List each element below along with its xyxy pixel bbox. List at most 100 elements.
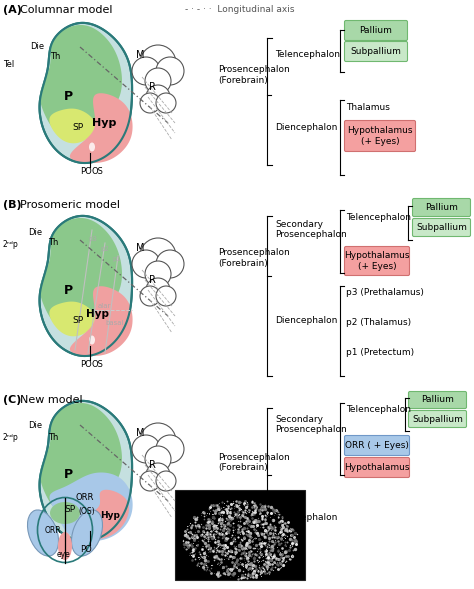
FancyBboxPatch shape xyxy=(345,41,408,61)
Polygon shape xyxy=(40,403,122,518)
Text: Prosencephalon: Prosencephalon xyxy=(218,65,290,74)
Text: basal: basal xyxy=(105,320,124,326)
Ellipse shape xyxy=(72,510,102,556)
Polygon shape xyxy=(40,25,122,140)
Text: Columnar model: Columnar model xyxy=(20,5,112,15)
Text: P: P xyxy=(64,468,73,481)
Text: OS: OS xyxy=(92,360,104,369)
Polygon shape xyxy=(79,490,129,539)
Text: p3 (Prethalamus): p3 (Prethalamus) xyxy=(346,288,424,297)
Circle shape xyxy=(145,68,171,94)
FancyBboxPatch shape xyxy=(409,411,466,428)
Text: M: M xyxy=(136,50,144,60)
Circle shape xyxy=(140,286,160,306)
Text: (Forebrain): (Forebrain) xyxy=(218,259,268,268)
Text: (Forebrain): (Forebrain) xyxy=(218,76,268,85)
Text: Th: Th xyxy=(50,52,60,61)
FancyBboxPatch shape xyxy=(412,219,471,237)
Circle shape xyxy=(132,435,160,463)
Text: PO: PO xyxy=(80,167,92,176)
Text: Diencephalon: Diencephalon xyxy=(275,316,337,325)
Text: R: R xyxy=(148,275,155,285)
Text: Hypothalamus
(+ Eyes): Hypothalamus (+ Eyes) xyxy=(344,252,410,271)
Text: Prosencephalon: Prosencephalon xyxy=(275,230,347,239)
Text: Hyp: Hyp xyxy=(92,118,116,128)
Text: p1 (Pretectum): p1 (Pretectum) xyxy=(346,348,414,357)
Polygon shape xyxy=(49,472,133,541)
Circle shape xyxy=(156,250,184,278)
Ellipse shape xyxy=(89,143,95,151)
FancyBboxPatch shape xyxy=(412,198,471,217)
Text: Prosomeric model: Prosomeric model xyxy=(20,200,120,210)
Circle shape xyxy=(140,471,160,491)
Text: Die: Die xyxy=(30,42,44,51)
Text: Pallium: Pallium xyxy=(421,395,454,405)
Text: Die: Die xyxy=(28,228,42,237)
Text: p1: p1 xyxy=(112,256,121,262)
Text: p2: p2 xyxy=(100,246,109,252)
Text: Telencephalon: Telencephalon xyxy=(275,50,340,59)
Text: ORR: ORR xyxy=(45,526,62,535)
Text: Hyp: Hyp xyxy=(100,511,120,520)
Circle shape xyxy=(146,463,170,487)
Text: 2ⁿᵈp: 2ⁿᵈp xyxy=(3,240,19,249)
Circle shape xyxy=(156,57,184,85)
Text: R: R xyxy=(148,460,155,470)
Polygon shape xyxy=(39,401,132,541)
FancyBboxPatch shape xyxy=(345,247,410,276)
Circle shape xyxy=(145,261,171,287)
Text: Th: Th xyxy=(48,433,58,442)
Text: Telencephalon: Telencephalon xyxy=(346,405,411,414)
Text: (A): (A) xyxy=(3,5,22,15)
Text: (Forebrain): (Forebrain) xyxy=(218,463,268,472)
Circle shape xyxy=(146,85,170,109)
Text: (OS): (OS) xyxy=(78,507,95,516)
Circle shape xyxy=(146,278,170,302)
Text: New model: New model xyxy=(20,395,82,405)
Ellipse shape xyxy=(89,336,95,345)
Text: SP: SP xyxy=(72,316,83,325)
Text: p3: p3 xyxy=(88,236,97,242)
Circle shape xyxy=(140,45,176,81)
Polygon shape xyxy=(70,93,133,163)
Text: (C): (C) xyxy=(3,395,21,405)
Ellipse shape xyxy=(58,532,72,560)
Polygon shape xyxy=(39,216,132,356)
Text: Diencephalon: Diencephalon xyxy=(275,513,337,522)
Text: Secondary: Secondary xyxy=(275,220,323,229)
Circle shape xyxy=(132,57,160,85)
Text: M: M xyxy=(136,243,144,253)
Polygon shape xyxy=(70,286,133,356)
Text: Subpallium: Subpallium xyxy=(416,223,467,232)
Text: alar: alar xyxy=(98,303,111,309)
FancyBboxPatch shape xyxy=(345,21,408,41)
Text: Pallium: Pallium xyxy=(425,203,458,212)
Circle shape xyxy=(140,238,176,274)
Circle shape xyxy=(156,435,184,463)
Text: Hypothalamus
(+ Eyes): Hypothalamus (+ Eyes) xyxy=(347,126,413,145)
FancyBboxPatch shape xyxy=(345,121,416,151)
Circle shape xyxy=(156,93,176,113)
Text: P: P xyxy=(64,283,73,296)
Polygon shape xyxy=(49,108,95,143)
Text: p2 (Thalamus): p2 (Thalamus) xyxy=(346,318,411,327)
Text: Prosencephalon: Prosencephalon xyxy=(275,425,347,434)
Text: OS: OS xyxy=(92,167,104,176)
Text: Prosencephalon: Prosencephalon xyxy=(218,248,290,257)
Text: Tel: Tel xyxy=(3,60,14,69)
Text: Prosencephalon: Prosencephalon xyxy=(218,453,290,462)
Circle shape xyxy=(140,93,160,113)
Text: Pallium: Pallium xyxy=(360,26,392,35)
Text: PO: PO xyxy=(80,545,92,554)
Text: Hyp: Hyp xyxy=(86,309,109,319)
Text: ORR: ORR xyxy=(76,493,94,502)
Text: Subpallium: Subpallium xyxy=(412,415,463,423)
Text: Hypothalamus: Hypothalamus xyxy=(344,463,410,472)
Polygon shape xyxy=(40,218,122,333)
Text: 2ⁿᵈp: 2ⁿᵈp xyxy=(3,433,19,442)
Bar xyxy=(175,490,305,580)
Text: (B): (B) xyxy=(3,200,22,210)
Circle shape xyxy=(156,286,176,306)
Circle shape xyxy=(156,471,176,491)
Text: eye: eye xyxy=(57,550,71,559)
